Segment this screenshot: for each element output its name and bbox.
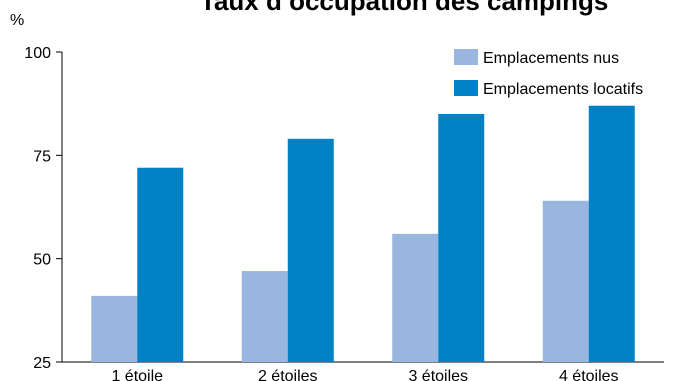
x-axis-labels: 1 étoile 2 étoiles 3 étoiles 4 étoiles <box>111 368 618 381</box>
chart-title: Taux d’occupation des campings <box>200 0 609 16</box>
y-tick-label: 75 <box>33 148 51 165</box>
bar-emplacements-locatifs-2 <box>287 138 334 362</box>
bar-emplacements-nus-3 <box>392 233 439 362</box>
legend-swatch <box>454 49 478 65</box>
legend-label: Emplacements nus <box>483 50 619 67</box>
legend-label: Emplacements locatifs <box>483 81 643 98</box>
legend-swatch <box>454 80 478 96</box>
bar-emplacements-nus-2 <box>241 271 288 362</box>
x-tick-label: 4 étoiles <box>559 368 619 381</box>
y-tick-label: 50 <box>33 252 51 269</box>
x-tick-label: 3 étoiles <box>408 368 468 381</box>
y-axis-unit: % <box>10 12 25 29</box>
x-tick-label: 2 étoiles <box>258 368 318 381</box>
x-tick-label: 1 étoile <box>111 368 163 381</box>
y-axis-ticks: 25 50 75 100 <box>24 45 62 372</box>
y-tick-label: 25 <box>33 355 51 372</box>
bar-emplacements-locatifs-3 <box>438 114 485 362</box>
y-tick-label: 100 <box>24 45 51 62</box>
bar-emplacements-locatifs-1 <box>137 167 184 362</box>
bar-emplacements-locatifs-4 <box>588 105 635 362</box>
bars <box>91 105 635 362</box>
bar-emplacements-nus-1 <box>91 295 138 362</box>
bar-emplacements-nus-4 <box>542 200 589 362</box>
legend: Emplacements nus Emplacements locatifs <box>454 49 643 98</box>
